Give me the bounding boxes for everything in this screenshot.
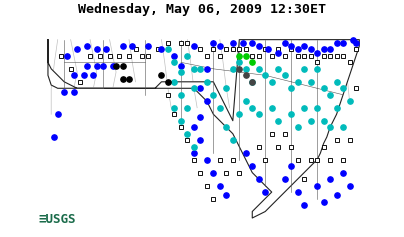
Title: Wednesday, May 06, 2009 12:30ET: Wednesday, May 06, 2009 12:30ET (78, 3, 326, 16)
Polygon shape (48, 40, 359, 218)
Text: ≡USGS: ≡USGS (38, 213, 76, 226)
